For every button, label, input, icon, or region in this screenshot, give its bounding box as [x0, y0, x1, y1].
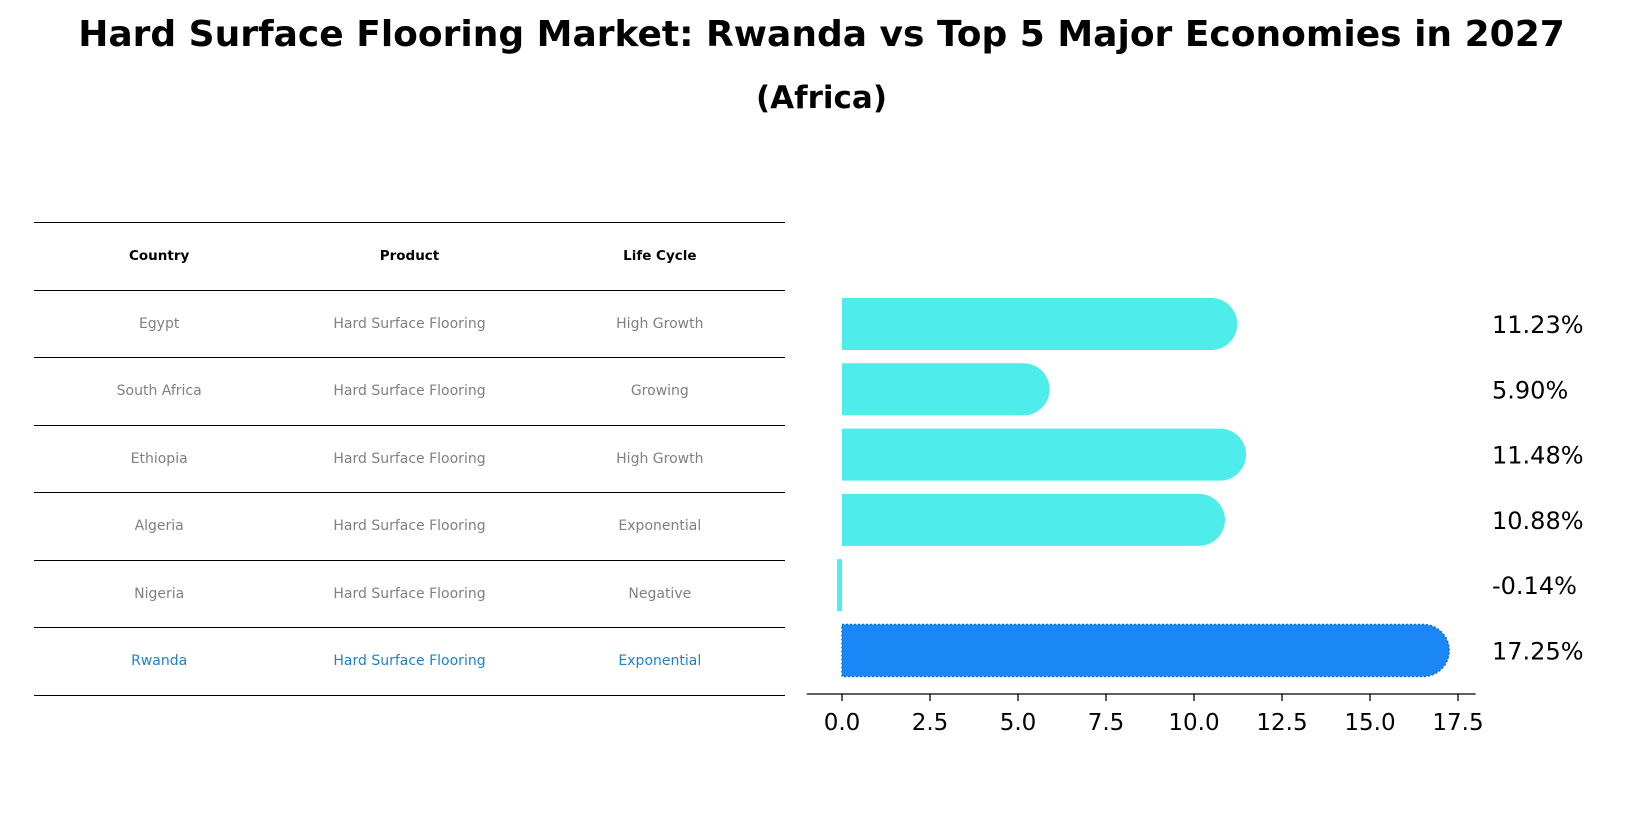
cell-life-cycle: Exponential — [618, 518, 702, 535]
cell-product: Hard Surface Flooring — [333, 585, 486, 602]
cell-product: Hard Surface Flooring — [333, 450, 486, 467]
cell-country: Nigeria — [134, 585, 185, 602]
value-label-rwanda: 17.25% — [1492, 638, 1584, 666]
table-row: Nigeria Hard Surface Flooring Negative — [34, 559, 785, 628]
x-tick-label: 5.0 — [1000, 710, 1037, 736]
cell-life-cycle: Negative — [628, 585, 692, 602]
value-label-south-africa: 5.90% — [1492, 376, 1568, 404]
header-life-cycle: Life Cycle — [623, 248, 697, 265]
cell-country: Algeria — [134, 518, 184, 535]
chart-title: Hard Surface Flooring Market: Rwanda vs … — [78, 14, 1565, 55]
cell-life-cycle: High Growth — [616, 450, 704, 467]
bar-algeria — [842, 493, 1225, 546]
bar-rwanda — [841, 623, 1450, 678]
data-table: Country Product Life Cycle Egypt Hard Su… — [34, 222, 785, 696]
header-country: Country — [129, 248, 190, 265]
x-tick-label: 15.0 — [1344, 710, 1395, 736]
cell-product: Hard Surface Flooring — [333, 315, 486, 332]
cell-product: Hard Surface Flooring — [333, 518, 486, 535]
cell-country: Ethiopia — [130, 450, 188, 467]
table-row: South Africa Hard Surface Flooring Growi… — [34, 357, 785, 425]
bar-ethiopia — [842, 428, 1247, 481]
value-label-algeria: 10.88% — [1492, 507, 1584, 535]
value-label-ethiopia: 11.48% — [1492, 442, 1584, 470]
x-tick-label: 12.5 — [1256, 710, 1307, 736]
x-tick-label: 7.5 — [1088, 710, 1125, 736]
x-tick-label: 17.5 — [1432, 710, 1483, 736]
value-label-egypt: 11.23% — [1492, 311, 1584, 339]
table-row-highlight: Rwanda Hard Surface Flooring Exponential — [34, 627, 785, 696]
cell-country: Egypt — [138, 315, 180, 332]
cell-country: Rwanda — [131, 653, 188, 670]
chart-subtitle: (Africa) — [755, 80, 888, 116]
x-tick-label: 2.5 — [912, 710, 949, 736]
table-row: Egypt Hard Surface Flooring High Growth — [34, 289, 785, 358]
x-tick-label: 0.0 — [824, 710, 861, 736]
cell-life-cycle: Growing — [630, 383, 689, 400]
cell-product: Hard Surface Flooring — [333, 383, 486, 400]
cell-life-cycle: High Growth — [616, 315, 704, 332]
bar-egypt — [842, 298, 1238, 350]
x-tick-label: 10.0 — [1168, 710, 1219, 736]
table-header-row: Country Product Life Cycle — [34, 222, 785, 290]
header-product: Product — [379, 248, 440, 265]
table-row: Ethiopia Hard Surface Flooring High Grow… — [34, 424, 785, 493]
table-row: Algeria Hard Surface Flooring Exponentia… — [34, 492, 785, 560]
bar-nigeria — [837, 559, 842, 612]
cell-country: South Africa — [116, 383, 202, 400]
cell-life-cycle: Exponential — [618, 653, 702, 670]
value-label-nigeria: -0.14% — [1492, 572, 1577, 600]
cell-product: Hard Surface Flooring — [333, 653, 486, 670]
bar-south-africa — [842, 363, 1050, 416]
